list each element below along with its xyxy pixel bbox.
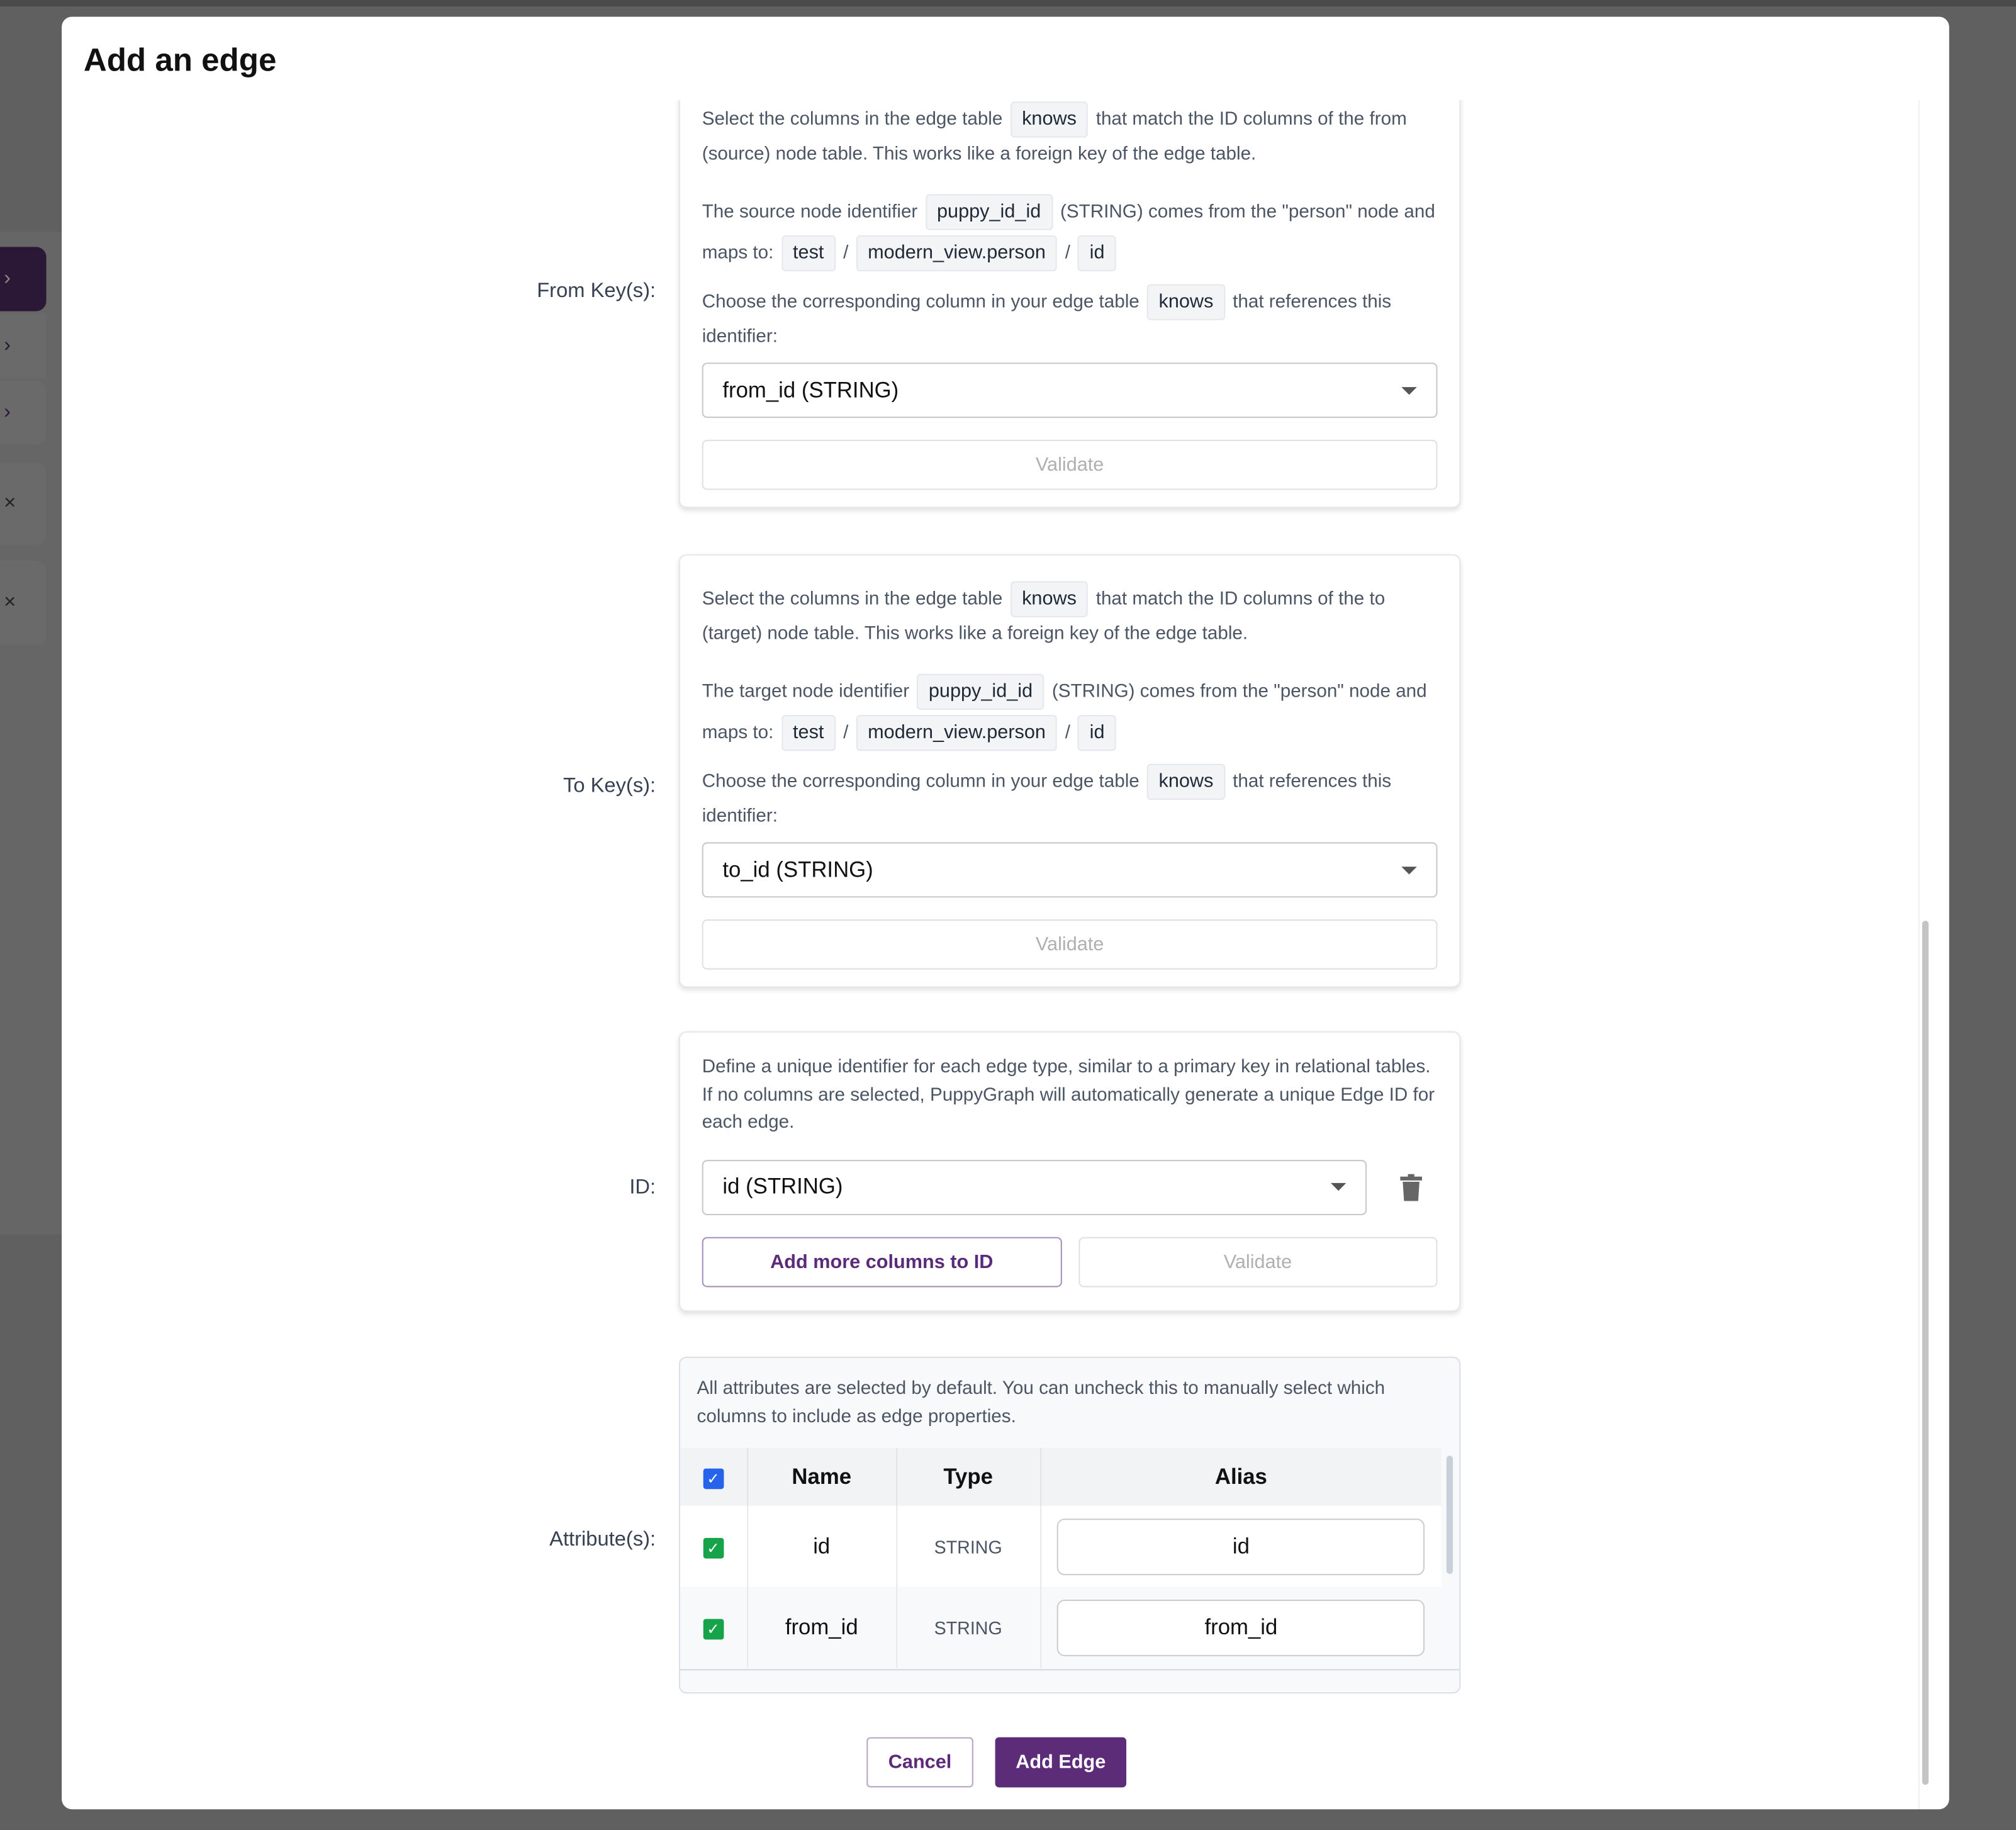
- from-key-identifier: The source node identifier puppy_id_id (…: [702, 191, 1438, 274]
- separator: /: [843, 722, 849, 744]
- column-header-type: Type: [896, 1447, 1041, 1506]
- text: Choose the corresponding column in your …: [702, 772, 1140, 792]
- attribute-type: STRING: [896, 1505, 1041, 1587]
- identifier-chip: puppy_id_id: [925, 194, 1053, 230]
- dialog-body: From Key(s): Select the columns in the e…: [62, 100, 1949, 1810]
- text: (STRING) comes from the "person" node an…: [702, 682, 1427, 744]
- table-chip: knows: [1147, 284, 1225, 320]
- from-key-validate-button[interactable]: Validate: [702, 439, 1438, 490]
- text: that references this identifier:: [702, 772, 1392, 827]
- separator: /: [1065, 243, 1070, 264]
- app-top-bar: [0, 0, 2016, 7]
- column-header-name: Name: [747, 1447, 897, 1506]
- scroll-track: [1918, 100, 1920, 1810]
- to-key-card: Select the columns in the edge table kno…: [678, 554, 1461, 988]
- path-chip: id: [1078, 235, 1116, 272]
- caret-down-icon: [1401, 866, 1417, 874]
- text: that references this identifier:: [702, 291, 1392, 347]
- table-row: ✓ id STRING id: [680, 1505, 1442, 1587]
- dialog-scrollbar[interactable]: [1922, 921, 1929, 1785]
- text: Choose the corresponding column in your …: [702, 291, 1140, 313]
- path-chip: modern_view.person: [856, 715, 1058, 751]
- from-key-label: From Key(s):: [537, 280, 656, 303]
- table-scrollbar[interactable]: [1446, 1456, 1453, 1575]
- id-validate-button[interactable]: Validate: [1078, 1236, 1438, 1287]
- sidebar-close-1[interactable]: ×: [0, 463, 47, 546]
- id-select[interactable]: id (STRING): [702, 1159, 1367, 1215]
- caret-down-icon: [1401, 386, 1417, 395]
- text: The source node identifier: [702, 201, 918, 223]
- to-key-select[interactable]: to_id (STRING): [702, 842, 1438, 898]
- sidebar-expand-3[interactable]: ›: [0, 380, 47, 446]
- path-chip: id: [1078, 715, 1116, 751]
- select-value: from_id (STRING): [722, 377, 899, 402]
- sidebar-expand-1[interactable]: ›: [0, 247, 47, 312]
- to-key-identifier: The target node identifier puppy_id_id (…: [702, 671, 1438, 754]
- select-value: id (STRING): [722, 1174, 843, 1199]
- sidebar-expand-2[interactable]: ›: [0, 313, 47, 378]
- table-chip: knows: [1147, 763, 1225, 800]
- separator: /: [843, 243, 849, 264]
- from-key-intro: Select the columns in the edge table kno…: [702, 101, 1438, 172]
- chevron-right-icon: ›: [4, 401, 11, 424]
- attribute-name: id: [747, 1505, 897, 1587]
- id-card: Define a unique identifier for each edge…: [678, 1031, 1461, 1312]
- attributes-description: All attributes are selected by default. …: [697, 1378, 1386, 1428]
- select-all-cell: ✓: [680, 1447, 748, 1506]
- close-icon: ×: [4, 591, 16, 614]
- row-checkbox[interactable]: ✓: [703, 1537, 724, 1558]
- divider: [680, 1669, 1460, 1671]
- text: (STRING) comes from the "person" node an…: [702, 201, 1435, 264]
- attributes-label: Attribute(s):: [549, 1529, 656, 1551]
- attributes-card: All attributes are selected by default. …: [678, 1356, 1461, 1694]
- path-chip: modern_view.person: [856, 235, 1058, 272]
- text: The target node identifier: [702, 682, 910, 702]
- text: Select the columns in the edge table: [702, 109, 1003, 130]
- attribute-type: STRING: [896, 1586, 1041, 1668]
- table-row: ✓ from_id STRING from_id: [680, 1586, 1442, 1668]
- close-icon: ×: [4, 492, 16, 515]
- add-edge-dialog: Add an edge From Key(s): Select the colu…: [62, 16, 1949, 1810]
- separator: /: [1065, 722, 1070, 744]
- add-edge-button[interactable]: Add Edge: [995, 1737, 1127, 1788]
- id-label: ID:: [629, 1176, 656, 1199]
- text: Select the columns in the edge table: [702, 588, 1003, 610]
- column-header-alias: Alias: [1040, 1447, 1442, 1506]
- text: that match the ID columns of the from (s…: [702, 109, 1407, 165]
- to-key-label: To Key(s):: [563, 775, 656, 797]
- alias-input[interactable]: from_id: [1057, 1598, 1425, 1656]
- identifier-chip: puppy_id_id: [917, 673, 1044, 710]
- add-more-columns-button[interactable]: Add more columns to ID: [702, 1236, 1061, 1287]
- row-checkbox[interactable]: ✓: [703, 1618, 724, 1639]
- table-chip: knows: [1010, 581, 1089, 617]
- to-key-choose: Choose the corresponding column in your …: [702, 763, 1438, 834]
- table-chip: knows: [1010, 101, 1089, 138]
- caret-down-icon: [1330, 1182, 1347, 1191]
- cancel-button[interactable]: Cancel: [866, 1737, 973, 1788]
- sidebar-close-2[interactable]: ×: [0, 560, 47, 646]
- chevron-right-icon: ›: [4, 334, 11, 357]
- dialog-title: Add an edge: [83, 42, 277, 79]
- select-all-checkbox[interactable]: ✓: [703, 1468, 724, 1489]
- select-value: to_id (STRING): [722, 856, 873, 882]
- path-chip: test: [781, 235, 836, 272]
- attributes-table: ✓ Name Type Alias ✓ id STRING id ✓ from_…: [680, 1447, 1442, 1668]
- id-description: Define a unique identifier for each edge…: [702, 1057, 1435, 1133]
- from-key-choose: Choose the corresponding column in your …: [702, 284, 1438, 355]
- path-chip: test: [781, 715, 836, 751]
- attribute-name: from_id: [747, 1586, 897, 1668]
- from-key-select[interactable]: from_id (STRING): [702, 362, 1438, 418]
- chevron-right-icon: ›: [4, 267, 11, 289]
- trash-icon[interactable]: [1400, 1173, 1423, 1201]
- alias-input[interactable]: id: [1057, 1518, 1425, 1575]
- from-key-card: Select the columns in the edge table kno…: [678, 100, 1461, 508]
- text: that match the ID columns of the to (tar…: [702, 588, 1386, 644]
- to-key-validate-button[interactable]: Validate: [702, 919, 1438, 970]
- to-key-intro: Select the columns in the edge table kno…: [702, 581, 1438, 652]
